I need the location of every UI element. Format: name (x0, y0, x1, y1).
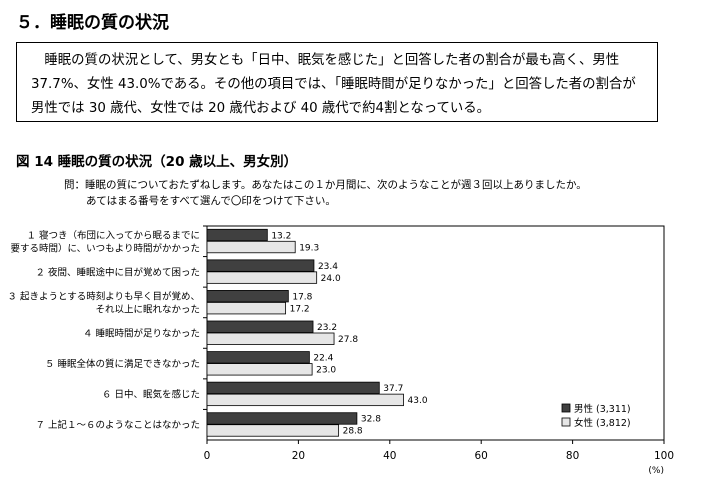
bar-female (206, 424, 340, 437)
bar-male (206, 320, 314, 333)
data-label: 23.2 (317, 323, 337, 333)
bar-male (206, 259, 315, 272)
summary-box: 睡眠の質の状況として、男女とも「日中、眠気を感じた」と回答した者の割合が最も高く… (16, 42, 658, 122)
bar-female (206, 271, 318, 284)
bar-male (206, 412, 358, 425)
x-tick-label: 0 (204, 450, 211, 462)
category-label: ６ 日中、眠気を感じた (102, 389, 200, 401)
x-tick-label: 40 (383, 450, 396, 462)
category-label: 要する時間）に、いつもより時間がかかった (10, 242, 200, 254)
data-label: 28.8 (343, 427, 363, 437)
x-tick-label: 80 (566, 450, 579, 462)
data-label: 43.0 (408, 396, 428, 406)
category-label: ２ 夜間、睡眠途中に目が覚めて困った (35, 266, 200, 278)
x-tick-label: 60 (475, 450, 488, 462)
category-label: ５ 睡眠全体の質に満足できなかった (45, 358, 200, 370)
data-label: 22.4 (313, 354, 333, 364)
bar-male (206, 290, 289, 303)
bar-male (206, 351, 310, 364)
bar-male (206, 381, 380, 395)
x-tick-label: 100 (654, 450, 674, 462)
bar-female (206, 302, 287, 315)
bar-female (206, 363, 313, 376)
data-label: 37.7 (383, 384, 403, 394)
data-label: 23.4 (318, 262, 338, 272)
legend-label: 女性 (3,812) (574, 417, 631, 429)
category-label: １ 寝つき（布団に入ってから眠るまでに (26, 229, 200, 241)
x-tick-label: 20 (292, 450, 305, 462)
question-line-1: 問：睡眠の質についておたずねします。あなたはこの１か月間に、次のようなことが週３… (64, 179, 587, 191)
data-label: 32.8 (361, 415, 381, 425)
data-label: 27.8 (338, 335, 358, 345)
category-label: ３ 起きようとする時刻よりも早く目が覚め、 (7, 290, 200, 302)
bar-female (206, 332, 335, 345)
data-label: 23.0 (316, 366, 336, 376)
data-label: 17.8 (292, 292, 312, 302)
legend-swatch (561, 417, 571, 427)
legend-swatch (561, 403, 571, 413)
data-label: 17.2 (290, 304, 310, 314)
category-label: ７ 上記１～６のようなことはなかった (35, 419, 200, 431)
data-label: 19.3 (299, 243, 319, 253)
data-label: 24.0 (321, 274, 341, 284)
x-axis-unit: (%) (648, 466, 664, 476)
category-label: ４ 睡眠時間が足りなかった (83, 328, 200, 340)
section-title: ５．睡眠の質の状況 (16, 13, 169, 33)
question-line-2: あてはまる番号をすべて選んで〇印をつけて下さい。 (86, 195, 336, 207)
bar-female (206, 393, 404, 407)
bar-female (206, 240, 296, 254)
bar-male (206, 228, 268, 242)
figure-title: 図 14 睡眠の質の状況（20 歳以上、男女別） (16, 154, 298, 170)
survey-question: 問：睡眠の質についておたずねします。あなたはこの１か月間に、次のようなことが週３… (64, 177, 587, 209)
legend-label: 男性 (3,311) (574, 403, 631, 415)
summary-text: 睡眠の質の状況として、男女とも「日中、眠気を感じた」と回答した者の割合が最も高く… (31, 53, 636, 116)
category-label: それ以上に眠れなかった (95, 304, 200, 315)
data-label: 13.2 (271, 231, 291, 241)
